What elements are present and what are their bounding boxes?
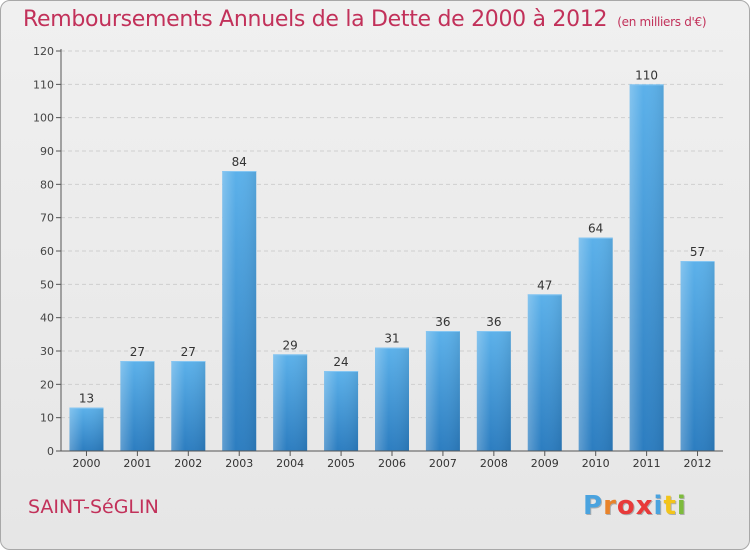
x-tick-label-2005: 2005 [327, 457, 355, 470]
y-tick-label: 0 [47, 445, 54, 458]
x-tick-label-2012: 2012 [684, 457, 712, 470]
x-tick-label-2000: 2000 [72, 457, 100, 470]
bar-sheen-2009 [527, 294, 562, 451]
chart-subtitle: (en milliers d'€) [617, 15, 707, 29]
proxiti-logo: Proxiti [583, 491, 687, 521]
x-tick-label-2011: 2011 [633, 457, 661, 470]
bar-sheen-2007 [425, 331, 460, 451]
logo-letter: i [676, 491, 687, 521]
value-label-2006: 31 [384, 332, 399, 346]
bar-sheen-2001 [120, 361, 155, 451]
bar-sheen-2011 [629, 84, 664, 451]
x-axis-ticks: 2000 2001 2002 2003 2004 2005 2006 2007 2008 2009… [72, 451, 712, 470]
chart-title: Remboursements Annuels de la Dette de 20… [23, 7, 707, 32]
y-tick-label: 70 [40, 212, 54, 225]
logo-letter: i [653, 491, 664, 521]
x-tick-label-2008: 2008 [480, 457, 508, 470]
bar-sheen-2010 [578, 237, 613, 451]
bar-sheen-2004 [273, 354, 308, 451]
bar-sheen-2000 [69, 407, 104, 451]
value-label-2004: 29 [283, 338, 298, 352]
value-label-2001: 27 [130, 345, 145, 359]
y-tick-label: 120 [33, 45, 54, 58]
x-tick-label-2010: 2010 [582, 457, 610, 470]
y-tick-label: 40 [40, 312, 54, 325]
y-tick-label: 60 [40, 245, 54, 258]
y-tick-label: 30 [40, 345, 54, 358]
value-label-2010: 64 [588, 222, 603, 236]
x-tick-label-2004: 2004 [276, 457, 304, 470]
y-tick-label: 50 [40, 278, 54, 291]
bar-sheen-2005 [324, 371, 359, 451]
value-label-2005: 24 [333, 355, 348, 369]
value-label-2009: 47 [537, 278, 552, 292]
logo-letter: t [663, 491, 677, 521]
x-tick-label-2007: 2007 [429, 457, 457, 470]
value-label-2003: 84 [232, 155, 247, 169]
x-tick-label-2009: 2009 [531, 457, 559, 470]
x-tick-label-2003: 2003 [225, 457, 253, 470]
y-tick-label: 20 [40, 378, 54, 391]
bar-sheen-2006 [375, 347, 409, 451]
logo-letter: o [616, 491, 636, 521]
value-label-2011: 110 [635, 68, 658, 82]
value-labels: 13 27 27 84 29 24 31 36 36 47 64 110 57 [79, 68, 705, 405]
x-tick-label-2002: 2002 [174, 457, 202, 470]
value-label-2012: 57 [690, 245, 705, 259]
bar-sheen-2002 [171, 361, 206, 451]
bars [69, 84, 715, 451]
logo-letter: P [583, 491, 604, 521]
commune-name: SAINT-SéGLIN [28, 496, 159, 518]
bar-sheen-2008 [476, 331, 511, 451]
axes [60, 49, 723, 452]
value-label-2007: 36 [435, 315, 450, 329]
y-tick-label: 80 [40, 178, 54, 191]
bar-sheen-2012 [680, 261, 715, 451]
logo-letter: r [603, 491, 617, 521]
value-label-2008: 36 [486, 315, 501, 329]
y-tick-label: 10 [40, 412, 54, 425]
value-label-2000: 13 [79, 392, 94, 406]
logo-letter: x [635, 491, 654, 521]
y-tick-label: 100 [33, 112, 54, 125]
x-tick-label-2006: 2006 [378, 457, 406, 470]
title-text: Remboursements Annuels de la Dette de 20… [23, 7, 608, 32]
bar-sheen-2003 [222, 171, 257, 451]
x-tick-label-2001: 2001 [123, 457, 151, 470]
value-label-2002: 27 [181, 345, 196, 359]
y-tick-label: 110 [33, 78, 54, 91]
y-axis-ticks: 0 10 20 30 40 50 60 70 80 90 100 110 120 [33, 45, 61, 458]
y-tick-label: 90 [40, 145, 54, 158]
